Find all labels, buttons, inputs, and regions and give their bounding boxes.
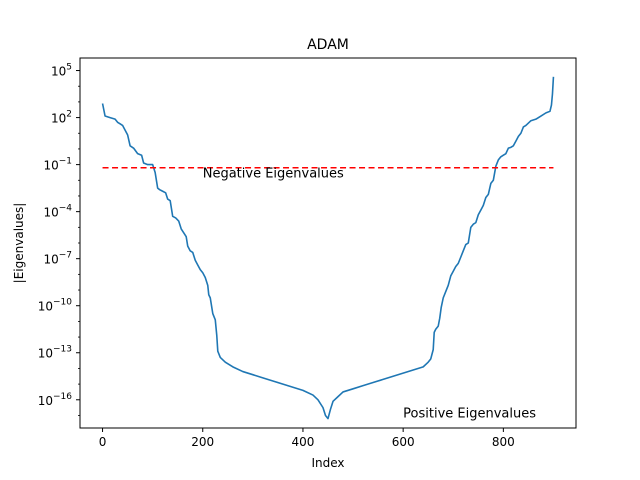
x-tick-layer: 0 200 400 600 800 [99, 428, 515, 449]
x-tick-label-4: 800 [492, 435, 515, 449]
y-tick-label-1: 102 [51, 110, 72, 126]
y-tick-label-2: 10−1 [43, 157, 72, 173]
x-tick-label-0: 0 [99, 435, 107, 449]
x-tick-label-2: 400 [291, 435, 314, 449]
annotation-1: Positive Eigenvalues [403, 406, 536, 421]
x-axis-label: Index [311, 456, 344, 470]
y-tick-label-6: 10−13 [38, 345, 72, 361]
y-tick-label-4: 10−7 [43, 251, 72, 267]
y-tick-label-7: 10−16 [38, 392, 73, 408]
annotation-layer: Negative Eigenvalues Positive Eigenvalues [203, 166, 536, 421]
x-tick-label-3: 600 [392, 435, 415, 449]
y-tick-label-5: 10−10 [38, 298, 73, 314]
y-axis-label: |Eigenvalues| [12, 203, 26, 284]
chart-title: ADAM [307, 37, 349, 53]
plot-area [80, 58, 576, 428]
x-tick-label-1: 200 [191, 435, 214, 449]
series-layer [101, 76, 555, 420]
y-tick-layer: 105 102 10−1 10−4 10−7 10−10 10−13 10−16 [38, 63, 80, 416]
annotation-0: Negative Eigenvalues [203, 166, 344, 181]
y-tick-label-3: 10−4 [43, 204, 72, 220]
series-line-0 [101, 76, 555, 420]
y-tick-label-0: 105 [51, 63, 72, 79]
